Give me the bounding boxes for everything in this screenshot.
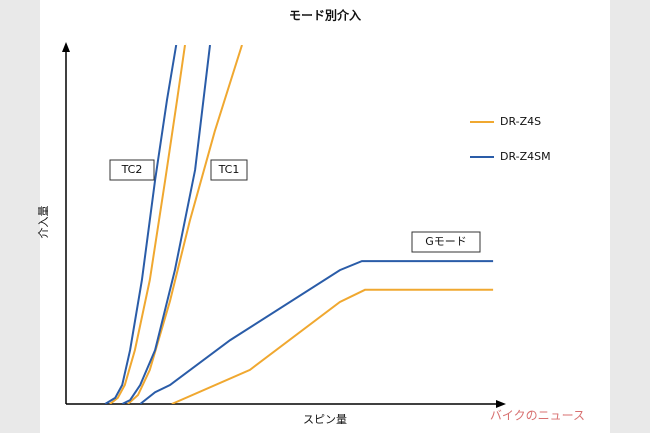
annotation: TC2: [121, 163, 143, 176]
side-band: [0, 0, 40, 433]
annotation: TC1: [218, 163, 240, 176]
legend-label: DR-Z4SM: [500, 150, 551, 163]
watermark: バイクのニュース: [490, 409, 585, 423]
annotation-box: [411, 231, 481, 253]
y-axis-label: 介入量: [37, 206, 50, 239]
x-axis-label: スピン量: [303, 413, 347, 426]
series-line: [104, 45, 494, 404]
chart-title: モード別介入: [289, 8, 361, 23]
legend-label: DR-Z4S: [500, 115, 541, 128]
annotation-box: [210, 159, 248, 181]
y-axis-arrow: [62, 42, 70, 52]
x-axis-arrow: [496, 400, 506, 408]
annotation-box: [109, 159, 155, 181]
series-line: [109, 45, 494, 404]
side-band: [610, 0, 650, 433]
annotation: Gモード: [425, 235, 467, 248]
